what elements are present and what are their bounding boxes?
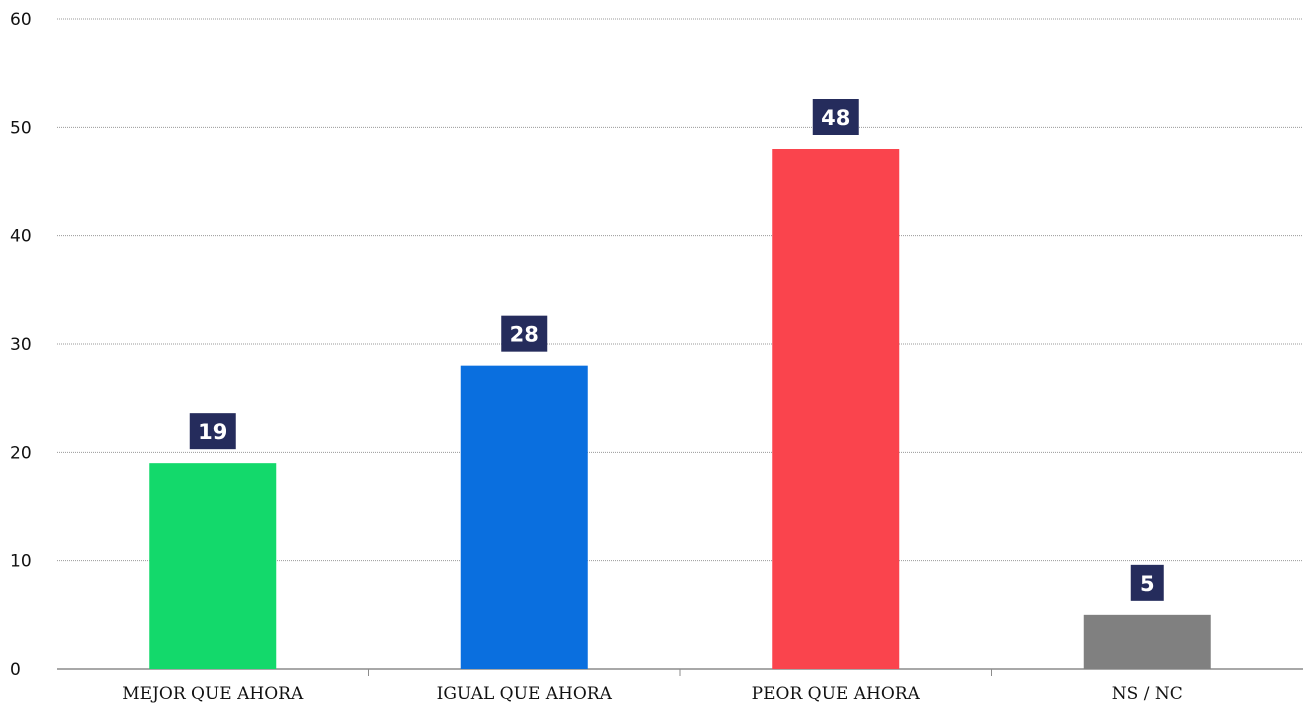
y-tick-label: 20	[10, 443, 32, 463]
data-labels: 19 28 48 5	[189, 99, 1164, 601]
bar	[1083, 614, 1211, 669]
y-axis-ticks: 0 10 20 30 40 50 60	[10, 10, 32, 680]
data-label-box	[189, 413, 236, 450]
data-label: 28	[510, 323, 539, 347]
x-tick-label: PEOR QUE AHORA	[752, 684, 921, 703]
y-tick-label: 10	[10, 552, 32, 572]
x-tick-label: NS / NC	[1112, 684, 1183, 703]
gridlines	[57, 18, 1303, 562]
bars	[149, 149, 1211, 669]
x-tick-label: MEJOR QUE AHORA	[122, 684, 304, 703]
y-tick-label: 60	[10, 10, 32, 30]
x-axis	[57, 668, 1303, 676]
data-label-box	[812, 99, 859, 135]
y-tick-label: 40	[10, 227, 32, 247]
x-tick-label: IGUAL QUE AHORA	[437, 684, 613, 703]
bar	[149, 463, 277, 669]
y-tick-label: 0	[10, 660, 21, 680]
data-label-box	[501, 315, 548, 352]
y-tick-label: 50	[10, 118, 32, 138]
y-tick-label: 30	[10, 335, 32, 355]
data-label: 48	[821, 106, 850, 130]
bar	[772, 149, 900, 669]
bar	[460, 365, 588, 669]
data-label: 19	[198, 420, 227, 444]
x-axis-ticks: MEJOR QUE AHORA IGUAL QUE AHORA PEOR QUE A…	[122, 684, 1182, 703]
data-label: 5	[1140, 572, 1155, 596]
data-label-box	[1130, 564, 1164, 601]
